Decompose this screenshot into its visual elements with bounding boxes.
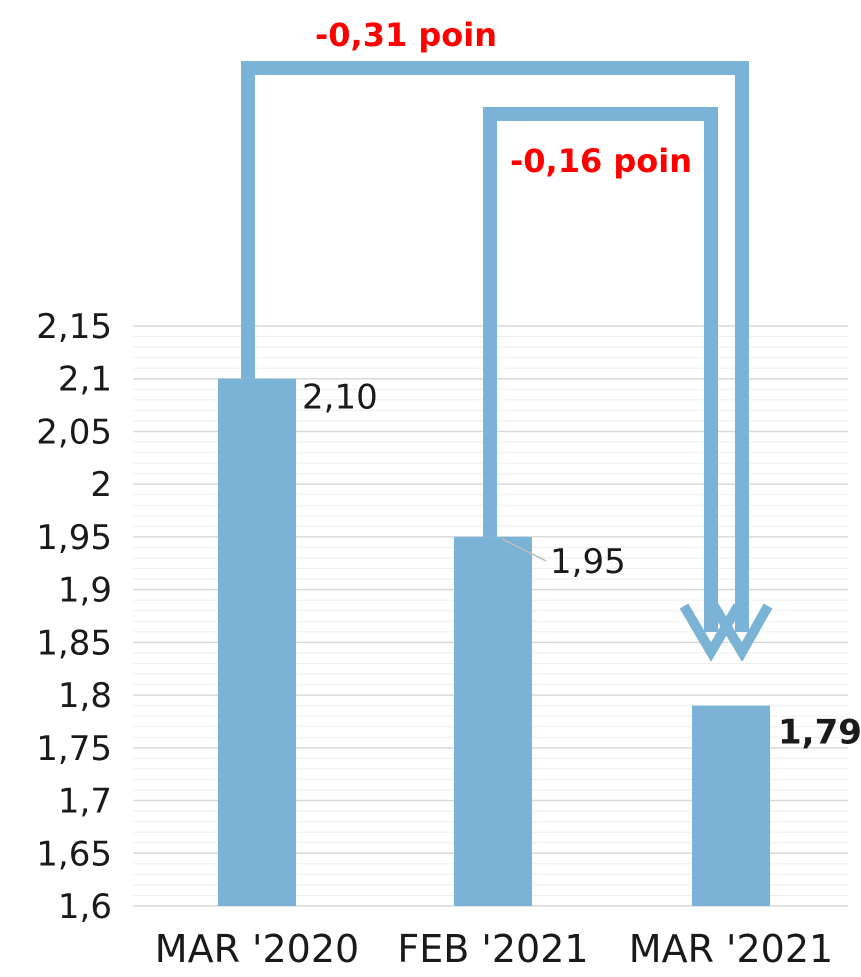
- y-tick-label: 1,9: [58, 571, 112, 611]
- change-annotation-label: -0,31 poin: [315, 16, 497, 54]
- y-tick-label: 1,75: [36, 729, 112, 769]
- y-tick-label: 1,95: [36, 518, 112, 558]
- inner-change-arrow: [483, 107, 718, 632]
- x-axis-category-labels: MAR '2020 FEB '2021 MAR '2021: [155, 927, 833, 971]
- bar: [454, 536, 532, 906]
- change-arrows: [241, 61, 773, 662]
- y-tick-label: 2,15: [36, 307, 112, 347]
- y-tick-label: 1,7: [58, 782, 112, 822]
- x-category-label: MAR '2020: [155, 927, 359, 971]
- y-tick-label: 2,1: [58, 360, 112, 400]
- data-label: 2,10: [302, 378, 378, 418]
- inner-arrowhead: [679, 603, 743, 662]
- y-tick-label: 2: [90, 465, 112, 505]
- bars: [218, 378, 770, 906]
- x-category-label: MAR '2021: [629, 927, 833, 971]
- y-tick-label: 1,6: [58, 887, 112, 927]
- x-category-label: FEB '2021: [397, 927, 588, 971]
- y-tick-label: 2,05: [36, 412, 112, 452]
- y-axis-tick-labels: 1,6 1,65 1,7 1,75 1,8 1,85 1,9 1,95 2 2,05 2,1 2,15: [36, 307, 112, 927]
- y-tick-label: 1,85: [36, 623, 112, 663]
- bar: [218, 378, 296, 906]
- data-label: 1,95: [550, 542, 626, 582]
- change-annotations: -0,31 poin -0,16 poin: [315, 16, 692, 180]
- y-tick-label: 1,8: [58, 676, 112, 716]
- data-label-leader-line: [501, 538, 547, 562]
- data-label: 1,79: [778, 713, 861, 753]
- bar: [692, 705, 770, 906]
- outer-change-arrow: [241, 61, 749, 632]
- y-tick-label: 1,65: [36, 834, 112, 874]
- data-labels: 2,10 1,95 1,79: [302, 378, 861, 753]
- change-annotation-label: -0,16 poin: [510, 142, 692, 180]
